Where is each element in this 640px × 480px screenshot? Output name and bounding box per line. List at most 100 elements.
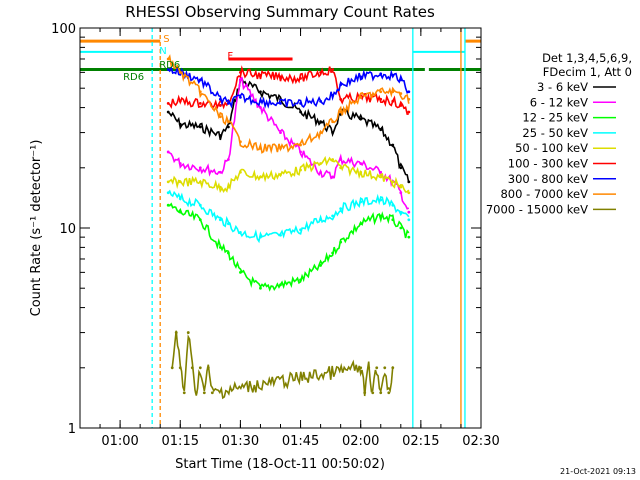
data-point	[339, 110, 343, 114]
mode-bands	[80, 28, 481, 428]
data-point	[391, 99, 395, 103]
data-point	[407, 235, 411, 239]
legend-entry-label: 800 - 7000 keV	[500, 187, 588, 201]
data-point	[319, 162, 322, 165]
series-trace	[167, 202, 410, 292]
data-point	[198, 90, 202, 94]
data-point	[331, 94, 335, 97]
data-point	[198, 366, 202, 370]
data-point	[218, 115, 222, 119]
data-point	[359, 366, 363, 370]
data-point	[331, 158, 335, 161]
data-point	[363, 391, 367, 395]
data-point	[391, 73, 395, 77]
data-point	[379, 72, 383, 76]
data-point	[379, 170, 383, 174]
data-point	[259, 106, 262, 109]
data-point	[407, 191, 411, 195]
data-point	[339, 158, 343, 161]
data-point	[202, 391, 206, 395]
legend-entry-label: 300 - 800 keV	[508, 172, 588, 186]
flag-label: RD6	[123, 72, 144, 83]
legend-entry-label: 12 - 25 keV	[522, 111, 588, 125]
data-point	[170, 366, 174, 370]
data-point	[259, 90, 262, 94]
legend-header: FDecim 1, Att 0	[543, 65, 632, 79]
data-point	[194, 391, 198, 395]
series-9	[170, 330, 395, 400]
data-point	[198, 101, 202, 105]
y-tick-label: 100	[51, 22, 76, 37]
series-layer	[166, 54, 411, 400]
data-point	[379, 97, 383, 101]
data-point	[299, 150, 302, 154]
x-tick-label: 01:00	[101, 434, 138, 449]
y-axis: 1 10 100	[51, 22, 481, 437]
y-axis-label: Count Rate (s⁻¹ detector⁻¹)	[29, 140, 44, 317]
series-3	[166, 202, 411, 292]
data-point	[198, 218, 202, 222]
data-point	[407, 90, 411, 94]
data-point	[319, 99, 322, 103]
x-tick-label: 01:30	[222, 434, 259, 449]
data-point	[226, 158, 230, 161]
data-point	[399, 78, 403, 82]
data-point	[391, 366, 395, 370]
data-point	[166, 180, 170, 184]
data-point	[166, 191, 170, 195]
data-point	[379, 175, 383, 179]
timestamp: 21-Oct-2021 09:13	[560, 467, 636, 476]
legend: Det 1,3,4,5,6,9,FDecim 1, Att 03 - 6 keV…	[486, 51, 632, 216]
series-trace	[167, 54, 410, 155]
legend-entry-label: 50 - 100 keV	[515, 141, 588, 155]
data-point	[407, 180, 411, 184]
data-point	[387, 391, 391, 395]
data-point	[399, 191, 403, 195]
data-point	[391, 218, 395, 222]
data-point	[331, 120, 335, 124]
x-axis: 01:00 01:15 01:30 01:45 02:00 02:15 02:30	[99, 28, 500, 449]
data-point	[399, 92, 403, 95]
data-point	[166, 57, 170, 61]
data-point	[259, 147, 262, 150]
x-tick-label: 02:00	[342, 434, 379, 449]
data-point	[259, 175, 262, 179]
data-point	[218, 104, 222, 107]
data-point	[178, 70, 182, 74]
data-point	[218, 170, 222, 174]
data-point	[399, 104, 403, 107]
data-point	[279, 131, 282, 134]
data-point	[239, 270, 242, 274]
data-point	[299, 110, 302, 114]
data-point	[198, 78, 202, 82]
data-point	[198, 125, 202, 129]
data-point	[359, 117, 363, 121]
data-point	[407, 210, 411, 214]
data-point	[218, 218, 222, 222]
data-point	[218, 185, 222, 189]
series-trace	[167, 155, 410, 194]
data-point	[259, 235, 262, 239]
data-point	[226, 101, 230, 105]
series-trace	[171, 330, 394, 400]
legend-entry-label: 7000 - 15000 keV	[486, 202, 588, 216]
data-point	[379, 391, 383, 395]
data-point	[299, 228, 302, 232]
flag-label: RD6	[159, 60, 180, 71]
series-7	[166, 64, 411, 110]
x-tick-label: 02:15	[402, 434, 439, 449]
data-point	[407, 218, 411, 222]
data-point	[178, 180, 182, 184]
data-point	[383, 366, 387, 370]
data-point	[226, 251, 230, 255]
data-point	[331, 131, 335, 134]
data-point	[339, 240, 343, 244]
series-2	[166, 76, 411, 214]
data-point	[379, 90, 383, 94]
data-point	[218, 97, 222, 101]
series-trace	[167, 64, 410, 110]
data-point	[226, 125, 230, 129]
data-point	[166, 150, 170, 154]
data-point	[166, 110, 170, 114]
